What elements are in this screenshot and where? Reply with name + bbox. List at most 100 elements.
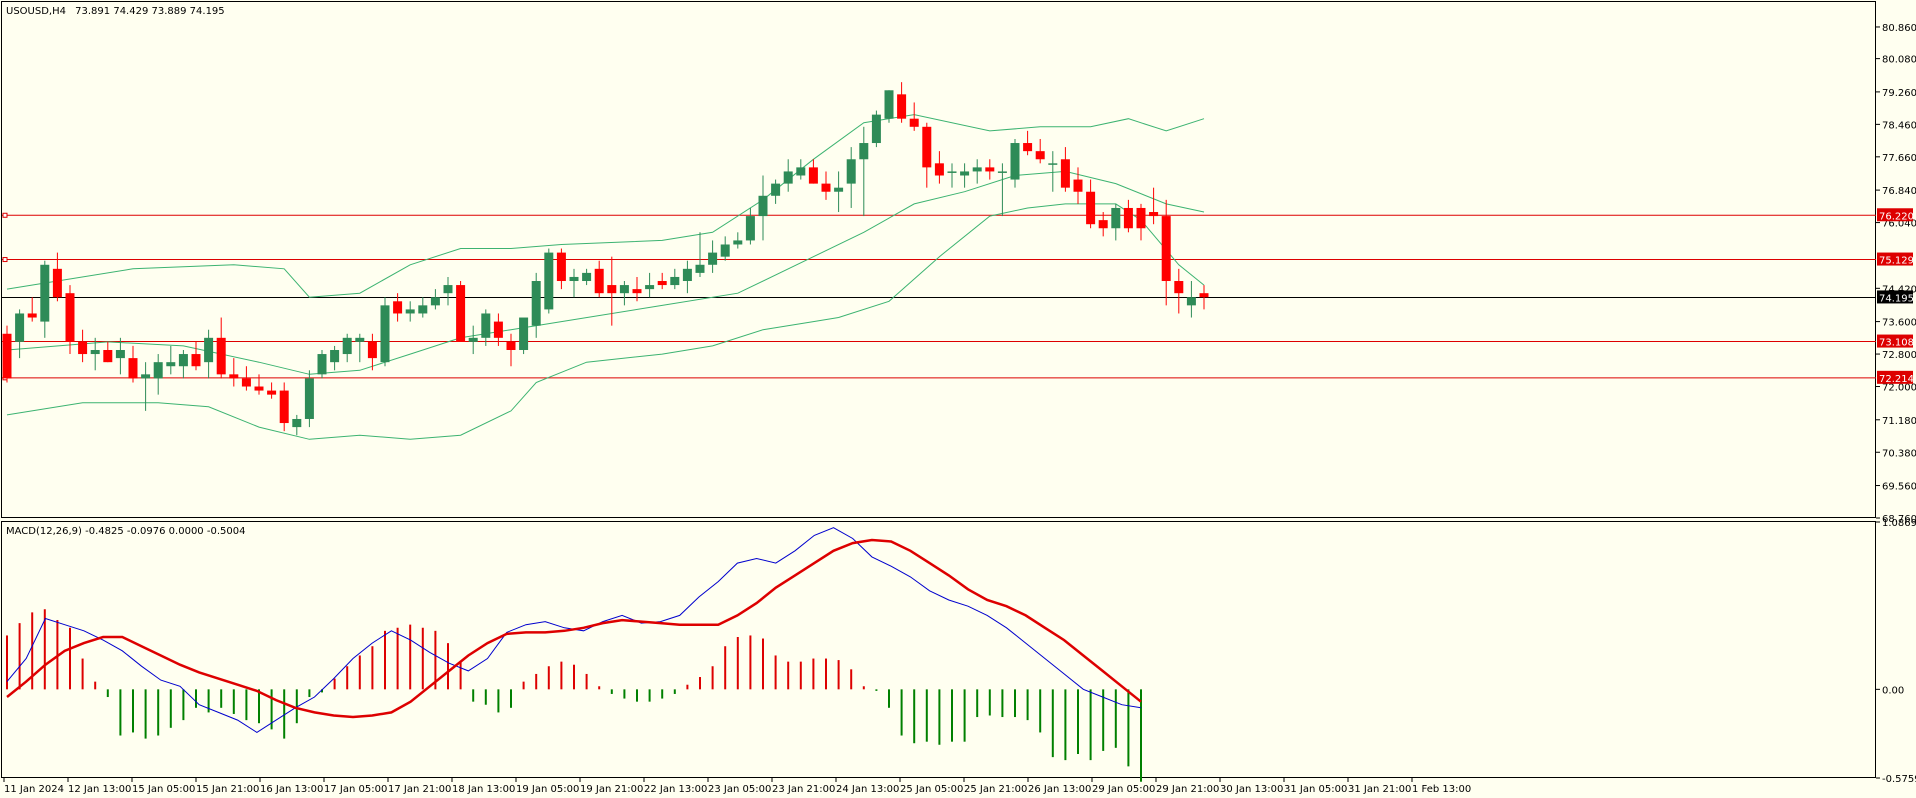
candle: [456, 281, 466, 342]
candle: [153, 354, 163, 395]
candle: [1161, 199, 1171, 306]
candle-body: [40, 264, 50, 322]
candle-body: [456, 285, 466, 342]
candle: [846, 147, 856, 208]
candle-body: [1174, 281, 1184, 294]
candle-body: [292, 418, 302, 428]
candle-body: [632, 289, 642, 294]
time-axis-label: 16 Jan 13:00: [260, 784, 323, 795]
candle: [204, 329, 214, 379]
candle: [229, 358, 239, 387]
candle: [859, 126, 869, 217]
candle-body: [393, 301, 403, 314]
candle-body: [367, 341, 377, 359]
candle-body: [1060, 159, 1070, 188]
price-axis-label: 69.560: [1882, 482, 1916, 493]
candle-body: [267, 390, 277, 395]
candle: [355, 333, 365, 363]
candle-body: [947, 171, 957, 173]
candle-body: [1048, 163, 1058, 165]
candle: [1123, 199, 1133, 233]
candle: [708, 240, 718, 273]
candle-body: [708, 252, 718, 265]
candle: [695, 232, 705, 277]
candle-body: [695, 264, 705, 273]
ohlc-values: 73.891 74.429 73.889 74.195: [75, 6, 225, 17]
candle: [443, 276, 453, 306]
time-axis-label: 19 Jan 21:00: [580, 784, 643, 795]
macd-layer: [6, 527, 1142, 782]
level-price-label: 72.214: [1879, 374, 1914, 385]
candle: [884, 90, 894, 123]
time-axis-label: 23 Jan 21:00: [772, 784, 835, 795]
candle: [544, 248, 554, 314]
price-axis-label: 77.660: [1882, 153, 1916, 164]
candle: [594, 260, 604, 298]
candle-body: [720, 244, 730, 257]
candle: [783, 159, 793, 192]
price-layer: [2, 82, 1876, 440]
candle: [15, 309, 25, 359]
price-axis-label: 80.860: [1882, 23, 1916, 34]
candle: [997, 163, 1007, 217]
candle-body: [90, 349, 100, 355]
candle-body: [468, 337, 478, 342]
candle-body: [934, 163, 944, 176]
candle: [745, 207, 755, 245]
candle-body: [254, 386, 264, 391]
macd-pane-frame: [1, 521, 1876, 778]
level-price-label: 76.220: [1879, 211, 1914, 222]
candle-body: [1123, 207, 1133, 229]
candle-body: [1199, 293, 1209, 298]
candle: [871, 110, 881, 148]
candle: [909, 102, 919, 131]
candle-body: [103, 349, 113, 363]
candle-body: [544, 252, 554, 310]
time-axis-label: 1 Feb 13:00: [1412, 784, 1471, 795]
level-price-tag: [1877, 370, 1913, 384]
candle-body: [304, 378, 314, 419]
candle-body: [241, 378, 251, 387]
candle-body: [1186, 297, 1196, 306]
candle: [1199, 285, 1209, 310]
candle: [40, 260, 50, 338]
candle: [922, 122, 932, 188]
candle-body: [317, 354, 327, 375]
candle-body: [594, 268, 604, 294]
price-axis-label: 68.760: [1882, 514, 1916, 525]
time-axis-label: 17 Jan 21:00: [388, 784, 451, 795]
level-price-tag: [1877, 252, 1913, 266]
band-upper-line: [6, 114, 1205, 298]
time-axis-label: 15 Jan 21:00: [196, 784, 259, 795]
candle-body: [796, 167, 806, 176]
time-axis-label: 15 Jan 05:00: [132, 784, 195, 795]
candle: [254, 374, 264, 395]
candle-body: [922, 126, 932, 168]
candle-body: [405, 309, 415, 314]
price-axis-label: 79.260: [1882, 88, 1916, 99]
candle: [27, 297, 37, 322]
candle-body: [783, 171, 793, 184]
candle: [115, 337, 125, 375]
candle: [1186, 281, 1196, 318]
candle-body: [1161, 216, 1171, 282]
price-axis-label: 70.380: [1882, 448, 1916, 459]
candle-body: [834, 187, 844, 192]
candle: [934, 151, 944, 184]
candle: [1136, 203, 1146, 241]
price-axis-label: 73.600: [1882, 318, 1916, 329]
candle: [279, 382, 289, 432]
candle-body: [229, 374, 239, 379]
candle: [556, 248, 566, 290]
candle-body: [1111, 207, 1121, 229]
candle-body: [645, 285, 655, 290]
candle-body: [1010, 143, 1020, 180]
candle: [493, 313, 503, 346]
candle-body: [657, 281, 667, 286]
candle: [733, 232, 743, 249]
band-middle-line: [6, 170, 1205, 375]
candle-body: [355, 337, 365, 342]
candle-body: [997, 171, 1007, 173]
